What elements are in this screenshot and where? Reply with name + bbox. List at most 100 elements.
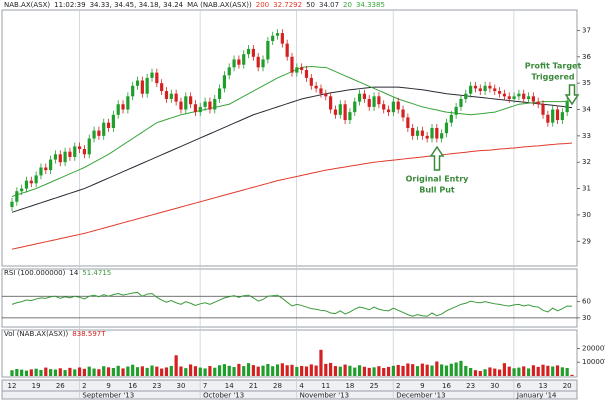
- moving-average: [11, 86, 573, 213]
- volume-bar: [184, 368, 188, 376]
- x-tick-label: 25: [370, 382, 379, 390]
- candle-body: [131, 85, 135, 97]
- x-tick-label: 26: [56, 382, 65, 390]
- candle-body: [82, 149, 87, 155]
- candle-body: [49, 159, 53, 171]
- candle-body: [169, 93, 173, 99]
- candle-body: [415, 130, 420, 136]
- volume-bar: [174, 355, 178, 376]
- volume-bar: [560, 367, 564, 376]
- annotation: Profit Target: [525, 62, 582, 71]
- header-part: 51.4715: [82, 269, 111, 277]
- volume-bar: [391, 365, 395, 376]
- volume-bar: [131, 364, 135, 376]
- y-tick-label: 60: [582, 298, 591, 306]
- candle-body: [444, 122, 449, 134]
- volume-bar: [73, 369, 77, 376]
- x-tick-label: 9: [420, 382, 424, 390]
- moving-average: [11, 142, 573, 250]
- volume-bar: [459, 360, 463, 376]
- candle-body: [232, 59, 236, 68]
- annotation: Original Entry: [406, 175, 470, 184]
- candle-body: [126, 96, 130, 110]
- volume-bar: [338, 366, 342, 376]
- volume-bar: [531, 365, 535, 376]
- volume-bar: [97, 369, 101, 376]
- volume-bar: [68, 367, 72, 376]
- candle-body: [53, 154, 58, 160]
- candle-body: [391, 101, 395, 113]
- candle-body: [10, 201, 14, 208]
- y-tick-label: 33: [582, 132, 591, 140]
- volume-bar: [87, 366, 91, 376]
- x-tick-label: 30: [490, 382, 499, 390]
- volume-bar: [473, 370, 478, 376]
- volume-bar: [232, 367, 236, 376]
- volume-bar: [169, 365, 173, 376]
- volume-bar: [469, 368, 473, 376]
- header-part: 32.7292: [273, 1, 302, 9]
- rsi-panel: [1, 268, 578, 328]
- candle-body: [314, 85, 318, 89]
- header-part: MA (NAB.AX(ASX)): [187, 1, 252, 9]
- volume-bar: [29, 369, 33, 376]
- candle-body: [411, 127, 415, 136]
- candle-body: [430, 127, 434, 139]
- volume-bar: [377, 366, 381, 376]
- volume-bar: [541, 364, 545, 376]
- candle-body: [179, 101, 183, 110]
- volume-bar: [488, 367, 492, 376]
- candle-body: [271, 35, 275, 41]
- x-tick-label: 16: [128, 382, 137, 390]
- x-tick-label: 11: [321, 382, 330, 390]
- candle-body: [246, 48, 251, 55]
- volume-bar: [20, 369, 24, 376]
- volume-bar: [401, 365, 405, 376]
- candle-body: [464, 93, 468, 99]
- candle-body: [338, 104, 342, 115]
- candle-body: [459, 98, 463, 107]
- candle-body: [469, 85, 473, 94]
- candle-body: [309, 77, 313, 86]
- header-part: 50: [306, 1, 315, 9]
- candle-body: [116, 104, 120, 115]
- volume-bar: [246, 363, 251, 376]
- volume-bar: [49, 369, 53, 376]
- volume-bar: [82, 368, 87, 376]
- x-tick-label: 30: [177, 382, 186, 390]
- candle-body: [140, 80, 144, 94]
- volume-bar: [24, 370, 29, 376]
- x-tick-label: 23: [152, 382, 161, 390]
- entry-arrow: [429, 145, 445, 171]
- volume-bar: [256, 366, 260, 376]
- volume-bar: [411, 364, 415, 376]
- volume-bar: [415, 366, 420, 376]
- annotation: Triggered: [531, 73, 575, 82]
- volume-bar: [357, 365, 362, 376]
- candle-body: [261, 59, 265, 68]
- candle-body: [20, 188, 24, 192]
- volume-bar: [63, 370, 67, 376]
- x-tick-label: 16: [442, 382, 451, 390]
- volume-bar: [126, 366, 130, 376]
- header-part: 200: [256, 1, 269, 9]
- volume-bar: [309, 364, 313, 376]
- volume-bar: [222, 364, 227, 376]
- annotation: Bull Put: [419, 186, 455, 195]
- volume-bar: [454, 362, 458, 376]
- candle-body: [483, 85, 487, 92]
- candle-body: [493, 88, 497, 92]
- volume-bar: [189, 364, 193, 376]
- candle-body: [24, 180, 29, 189]
- volume-bar: [116, 365, 120, 376]
- volume-bar: [150, 365, 154, 376]
- volume-bar: [135, 367, 140, 376]
- month-label: November '13: [300, 392, 349, 400]
- candle-body: [512, 96, 516, 99]
- header-part: 34.07: [319, 1, 339, 9]
- header-part: 14: [69, 269, 78, 277]
- x-tick-label: 14: [225, 382, 234, 390]
- volume-bar: [261, 365, 265, 376]
- candle-body: [174, 93, 178, 102]
